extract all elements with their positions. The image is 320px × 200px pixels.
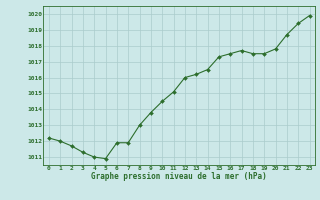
X-axis label: Graphe pression niveau de la mer (hPa): Graphe pression niveau de la mer (hPa)	[91, 172, 267, 181]
